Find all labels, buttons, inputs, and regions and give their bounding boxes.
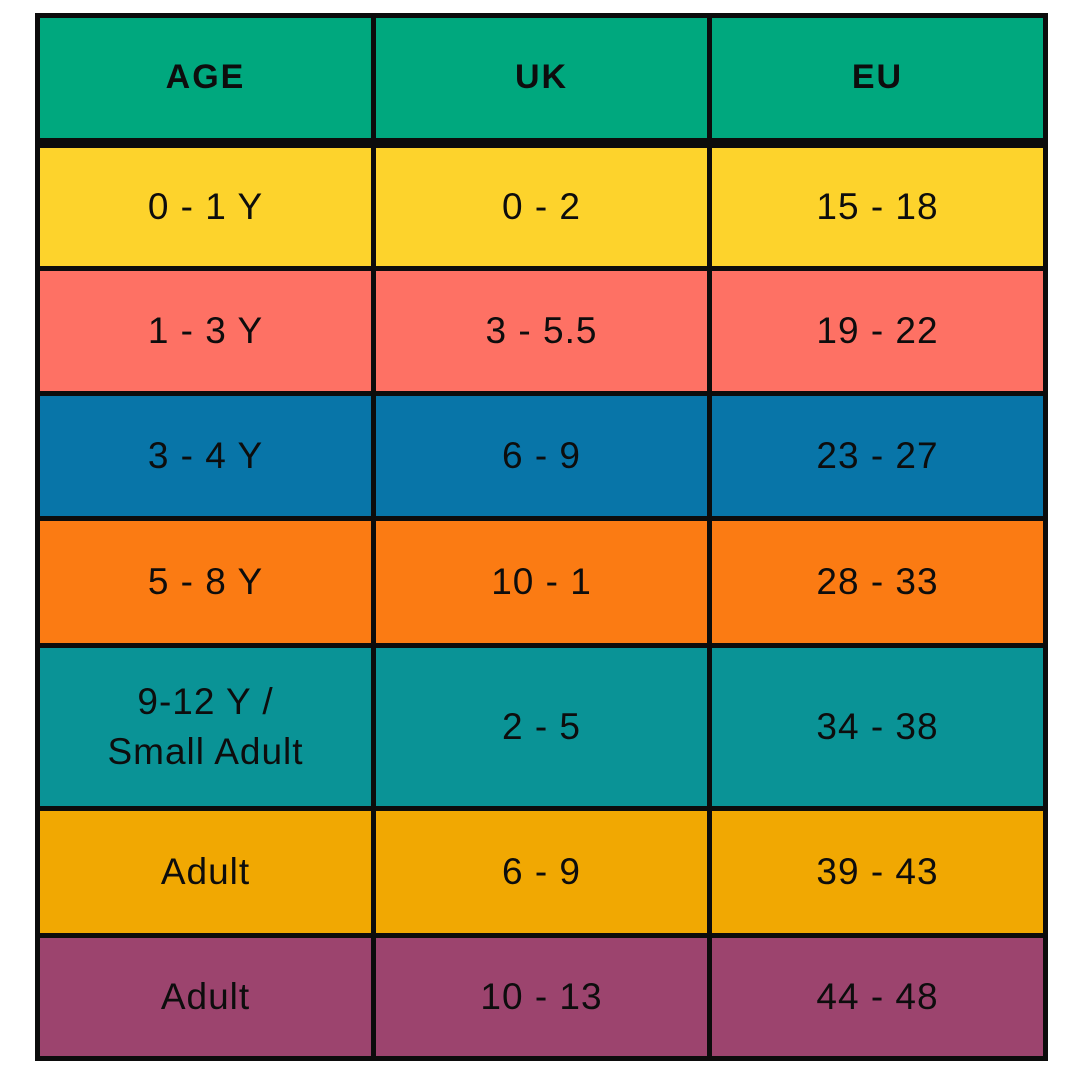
column-header-age: AGE xyxy=(40,18,371,143)
cell-uk: 0 - 2 xyxy=(376,148,707,266)
column-header-uk: UK xyxy=(376,18,707,143)
cell-age: 9-12 Y / Small Adult xyxy=(40,648,371,806)
cell-age: 3 - 4 Y xyxy=(40,396,371,516)
cell-eu: 15 - 18 xyxy=(712,148,1043,266)
cell-uk: 3 - 5.5 xyxy=(376,271,707,391)
cell-uk: 6 - 9 xyxy=(376,811,707,933)
cell-uk: 10 - 1 xyxy=(376,521,707,643)
cell-eu: 19 - 22 xyxy=(712,271,1043,391)
cell-age: Adult xyxy=(40,938,371,1056)
cell-uk: 2 - 5 xyxy=(376,648,707,806)
column-header-eu: EU xyxy=(712,18,1043,143)
cell-uk: 10 - 13 xyxy=(376,938,707,1056)
cell-age: 0 - 1 Y xyxy=(40,148,371,266)
cell-uk: 6 - 9 xyxy=(376,396,707,516)
cell-eu: 39 - 43 xyxy=(712,811,1043,933)
cell-age: 5 - 8 Y xyxy=(40,521,371,643)
cell-eu: 44 - 48 xyxy=(712,938,1043,1056)
cell-eu: 23 - 27 xyxy=(712,396,1043,516)
size-conversion-table: AGE UK EU 0 - 1 Y 0 - 2 15 - 18 1 - 3 Y … xyxy=(35,13,1048,1061)
cell-age: Adult xyxy=(40,811,371,933)
cell-eu: 34 - 38 xyxy=(712,648,1043,806)
cell-age: 1 - 3 Y xyxy=(40,271,371,391)
cell-eu: 28 - 33 xyxy=(712,521,1043,643)
